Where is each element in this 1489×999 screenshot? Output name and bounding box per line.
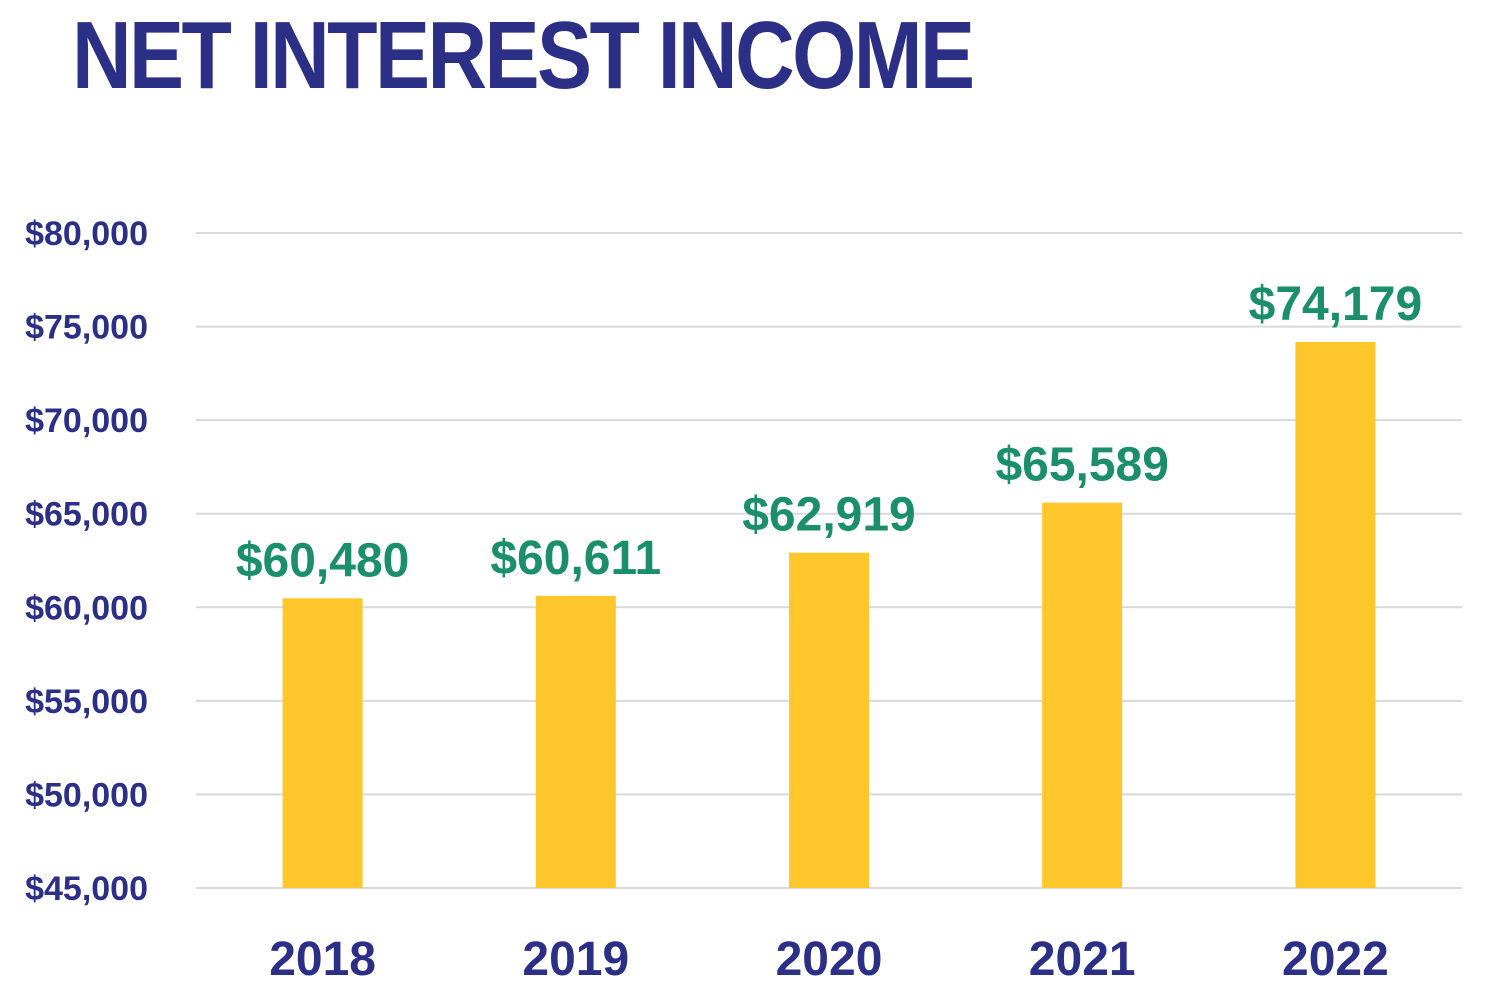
chart-title: NET INTEREST INCOME [72,2,975,109]
y-tick-label: $50,000 [25,776,148,814]
bars [282,341,1376,888]
x-tick-label-2022: 2022 [1282,933,1389,986]
x-tick-label-2020: 2020 [776,933,883,986]
x-axis-tick-labels: 2018 2019 2020 2021 2022 [269,933,1389,986]
bar-2021 [1042,502,1123,888]
y-tick-label: $55,000 [25,683,148,721]
data-label-2022: $74,179 [1249,278,1423,331]
x-tick-label-2019: 2019 [522,933,629,986]
y-tick-label: $75,000 [25,309,148,347]
x-tick-label-2021: 2021 [1029,933,1136,986]
y-tick-label: $70,000 [25,402,148,440]
data-label-2021: $65,589 [995,439,1169,492]
y-axis-tick-labels: $45,000 $50,000 $55,000 $60,000 $65,000 $70,0… [25,215,148,908]
y-tick-label: $60,000 [25,589,148,627]
bar-2019 [535,595,616,888]
y-tick-label: $65,000 [25,496,148,534]
bar-2018 [282,598,363,888]
data-label-2018: $60,480 [236,534,410,587]
y-tick-label: $80,000 [25,215,148,253]
data-label-2020: $62,919 [742,489,916,542]
bar-2020 [789,552,869,888]
data-labels: $60,480 $60,611 $62,919 $65,589 $74,179 [236,278,1422,587]
y-tick-label: $45,000 [25,870,148,908]
bar-2022 [1295,341,1376,888]
x-tick-label-2018: 2018 [269,933,376,986]
data-label-2019: $60,611 [490,532,661,585]
